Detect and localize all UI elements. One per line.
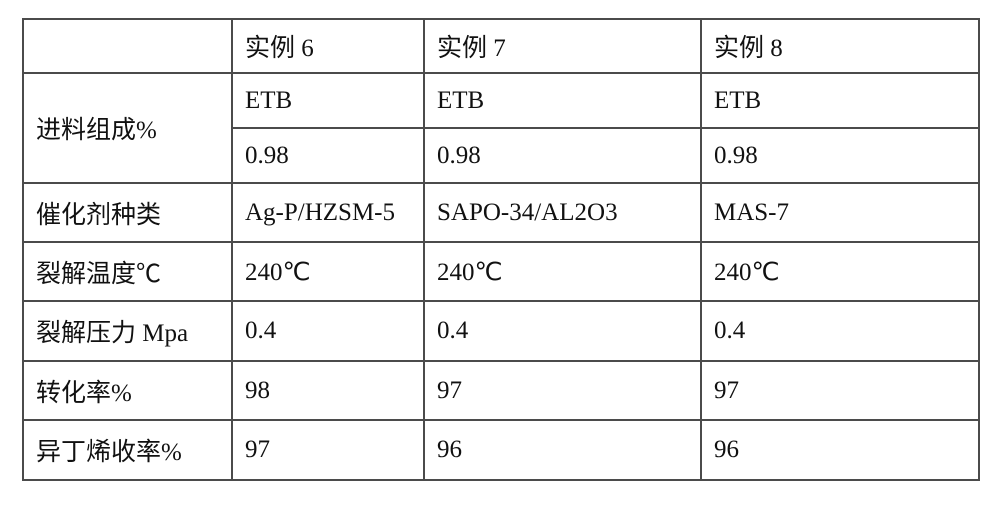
- cell: 96: [701, 420, 979, 480]
- cell: ETB: [701, 73, 979, 128]
- cell: 0.98: [232, 128, 424, 183]
- row-label-temp: 裂解温度℃: [23, 242, 232, 301]
- cell: ETB: [424, 73, 701, 128]
- row-label-pressure: 裂解压力 Mpa: [23, 301, 232, 361]
- row-label-yield: 异丁烯收率%: [23, 420, 232, 480]
- cell: 0.4: [232, 301, 424, 361]
- table-row: 裂解温度℃ 240℃ 240℃ 240℃: [23, 242, 979, 301]
- cell: ETB: [232, 73, 424, 128]
- cell: 0.4: [701, 301, 979, 361]
- cell: 96: [424, 420, 701, 480]
- table-wrap: 实例 6 实例 7 实例 8 进料组成% ETB ETB ETB 0.98 0.…: [0, 0, 1000, 499]
- row-label-catalyst: 催化剂种类: [23, 183, 232, 242]
- cell: MAS-7: [701, 183, 979, 242]
- header-col-2: 实例 7: [424, 19, 701, 73]
- row-label-feed: 进料组成%: [23, 73, 232, 183]
- header-col-3: 实例 8: [701, 19, 979, 73]
- table-row: 进料组成% ETB ETB ETB: [23, 73, 979, 128]
- cell: 97: [424, 361, 701, 420]
- header-blank: [23, 19, 232, 73]
- cell: 240℃: [232, 242, 424, 301]
- data-table: 实例 6 实例 7 实例 8 进料组成% ETB ETB ETB 0.98 0.…: [22, 18, 980, 481]
- cell: 0.98: [701, 128, 979, 183]
- cell: 98: [232, 361, 424, 420]
- cell: 240℃: [701, 242, 979, 301]
- cell: 0.98: [424, 128, 701, 183]
- table-row: 催化剂种类 Ag-P/HZSM-5 SAPO-34/AL2O3 MAS-7: [23, 183, 979, 242]
- table-header-row: 实例 6 实例 7 实例 8: [23, 19, 979, 73]
- table-row: 转化率% 98 97 97: [23, 361, 979, 420]
- cell: Ag-P/HZSM-5: [232, 183, 424, 242]
- table-row: 裂解压力 Mpa 0.4 0.4 0.4: [23, 301, 979, 361]
- cell: 97: [232, 420, 424, 480]
- cell: 240℃: [424, 242, 701, 301]
- cell: SAPO-34/AL2O3: [424, 183, 701, 242]
- table-row: 异丁烯收率% 97 96 96: [23, 420, 979, 480]
- header-col-1: 实例 6: [232, 19, 424, 73]
- row-label-conversion: 转化率%: [23, 361, 232, 420]
- cell: 97: [701, 361, 979, 420]
- cell: 0.4: [424, 301, 701, 361]
